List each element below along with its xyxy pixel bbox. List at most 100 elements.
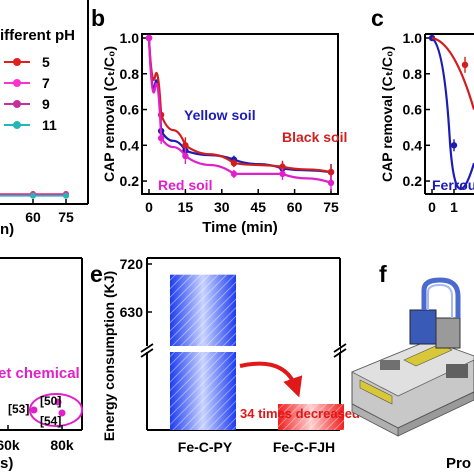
panel-f-caption-fragment: Pro <box>446 455 471 472</box>
panel-b-curve-black-soil <box>147 37 332 174</box>
panel-b-point-red-soil <box>145 34 153 42</box>
panel-d-highlight-ellipse <box>29 393 83 427</box>
series-label-red-soil: Red soil <box>158 177 212 193</box>
panel-e-bars <box>170 274 344 430</box>
panel-a-x-tick-label-75: 75 <box>58 209 74 225</box>
series-label-yellow-soil: Yellow soil <box>184 107 256 123</box>
panel-b-curve-red-soil <box>147 37 332 184</box>
panel-b-point-black-soil <box>230 159 238 167</box>
panel-c-y-tick-label-0.2: 0.2 <box>403 173 423 189</box>
panel-d: et chemical [50] [53] [54] 60k 80k s) <box>0 257 83 472</box>
panel-e-y-axis-label: Energy consumption (KJ) <box>101 271 117 441</box>
panel-b-y-tick-label-0.4: 0.4 <box>120 137 140 153</box>
panel-b-x-tick-label-0: 0 <box>145 199 153 215</box>
panel-e-annotation: 34 times decreased <box>240 406 360 421</box>
panel-c-x-tick-label-0: 0 <box>428 199 436 215</box>
panel-a-x-ticks: 60 75 <box>25 199 74 225</box>
panel-f-label: f <box>379 261 387 287</box>
panel-b-point-red-soil <box>182 152 189 160</box>
panel-e-label: e <box>90 261 103 287</box>
panel-d-point-53 <box>30 406 38 414</box>
panel-b-point-black-soil <box>182 142 189 149</box>
panel-b-x-tick-label-15: 15 <box>178 199 194 215</box>
panel-c-y-tick-label-0.8: 0.8 <box>403 66 423 82</box>
panel-d-x-tick-label-60k: 60k <box>0 437 20 453</box>
panel-b-x-axis-label: Time (min) <box>202 219 278 236</box>
panel-e-bar-hatch-fe-c-py <box>170 274 236 430</box>
panel-a-x-tick-label-60: 60 <box>25 209 41 225</box>
panel-b-y-axis-label: CAP removal (Cₜ/C₀) <box>101 46 117 182</box>
apparatus-illustration <box>351 277 474 437</box>
panel-b-point-black-soil <box>327 168 335 176</box>
panel-d-point-label-53: [53] <box>8 402 29 416</box>
legend-label-ph-7: 7 <box>42 75 50 91</box>
panel-b-plot-frame <box>141 33 339 195</box>
panel-d-point-54 <box>58 409 66 417</box>
panel-b-label: b <box>91 5 105 31</box>
panel-e-category-2: Fe-C-FJH <box>273 439 335 455</box>
panel-b-y-tick-label-0.2: 0.2 <box>120 173 140 189</box>
series-label-black-soil: Black soil <box>282 129 347 145</box>
panel-a-point-ph-11 <box>30 192 36 199</box>
panel-c-y-tick-label-0.4: 0.4 <box>403 137 423 153</box>
panel-f: f Pro <box>351 261 474 472</box>
legend-marker-ph-7 <box>13 79 21 87</box>
panel-a-point-ph-11 <box>63 192 69 199</box>
panel-b-x-tick-label-45: 45 <box>250 199 266 215</box>
panel-d-point-label-54: [54] <box>40 414 61 428</box>
panel-d-point-50 <box>54 398 62 406</box>
panel-d-x-tick-label-80k: 80k <box>50 437 74 453</box>
panel-b-y-tick-label-0.6: 0.6 <box>120 102 140 118</box>
panel-e-arrow <box>239 361 303 398</box>
panel-c-y-tick-label-1.0: 1.0 <box>403 30 423 46</box>
panel-c-curve-blue <box>431 37 474 190</box>
panel-e-y-tick-label-630: 630 <box>120 304 144 320</box>
panel-c-y-axis-label: CAP removal (Cₜ/C₀) <box>379 46 395 182</box>
panel-d-x-ticks: 60k 80k <box>0 425 74 453</box>
panel-b-x-tick-label-60: 60 <box>287 199 303 215</box>
panel-e-axis-break-right <box>333 343 347 358</box>
panel-c-annotation: Ferrou <box>432 177 474 193</box>
panel-d-x-label-fragment: s) <box>0 455 13 472</box>
panel-b-y-tick-label-1.0: 1.0 <box>120 30 140 46</box>
panel-b-ticks: 0 15 30 45 60 75 0.2 0.4 0.6 0.8 1.0 <box>120 30 339 215</box>
panel-c-y-tick-label-0.6: 0.6 <box>403 102 423 118</box>
legend-label-ph-5: 5 <box>42 54 50 70</box>
panel-a-x-label-fragment: n) <box>0 221 14 238</box>
panel-b-point-red-soil <box>157 134 165 142</box>
panel-c-label: c <box>371 5 384 31</box>
panel-b-point-black-soil <box>279 163 286 170</box>
panel-e-ticks: 630 720 <box>120 256 152 320</box>
panel-e-bar-hatch-fe-c-fjh <box>278 404 344 430</box>
panel-b-x-tick-label-30: 30 <box>214 199 230 215</box>
panel-a-series <box>0 191 69 199</box>
panel-b-y-tick-label-0.8: 0.8 <box>120 66 140 82</box>
legend-label-ph-9: 9 <box>42 96 50 112</box>
panel-b-curve-yellow-soil <box>147 37 332 174</box>
panel-b-point-red-soil <box>279 170 286 178</box>
panel-e-y-tick-label-720: 720 <box>120 256 144 272</box>
panel-c-curve-red <box>431 36 474 110</box>
panel-b-series <box>145 34 335 191</box>
panel-c-ticks: 0.2 0.4 0.6 0.8 1.0 0 1 <box>403 30 459 215</box>
panel-a: ifferent pH 5 7 9 11 60 75 n) <box>0 0 89 238</box>
panel-e-axis-break-left <box>140 343 154 358</box>
panel-e-axis-break-gap <box>140 346 340 352</box>
panel-c-series <box>428 34 474 190</box>
panel-d-point-label-50: [50] <box>40 394 61 408</box>
panel-a-legend-title: ifferent pH <box>0 27 75 44</box>
panel-e-category-1: Fe-C-PY <box>178 439 233 455</box>
panel-b: b CAP removal (Cₜ/C₀) Time (min) 0 15 30 45… <box>91 5 347 236</box>
legend-marker-ph-5 <box>13 58 21 66</box>
legend-marker-ph-9 <box>13 100 21 108</box>
panel-c-x-tick-label-1: 1 <box>450 199 458 215</box>
legend-marker-ph-11 <box>13 121 21 129</box>
panel-b-x-tick-label-75: 75 <box>323 199 339 215</box>
panel-e: e Energy consumption (KJ) 630 720 34 time… <box>90 256 360 455</box>
panel-b-point-red-soil <box>327 179 335 187</box>
panel-a-legend: 5 7 9 11 <box>4 54 57 133</box>
legend-label-ph-11: 11 <box>42 117 57 133</box>
panel-b-point-red-soil <box>230 170 238 178</box>
panel-c: c CAP removal (Cₜ/C₀) 0.20.40.60.81.00 1 … <box>371 5 474 215</box>
